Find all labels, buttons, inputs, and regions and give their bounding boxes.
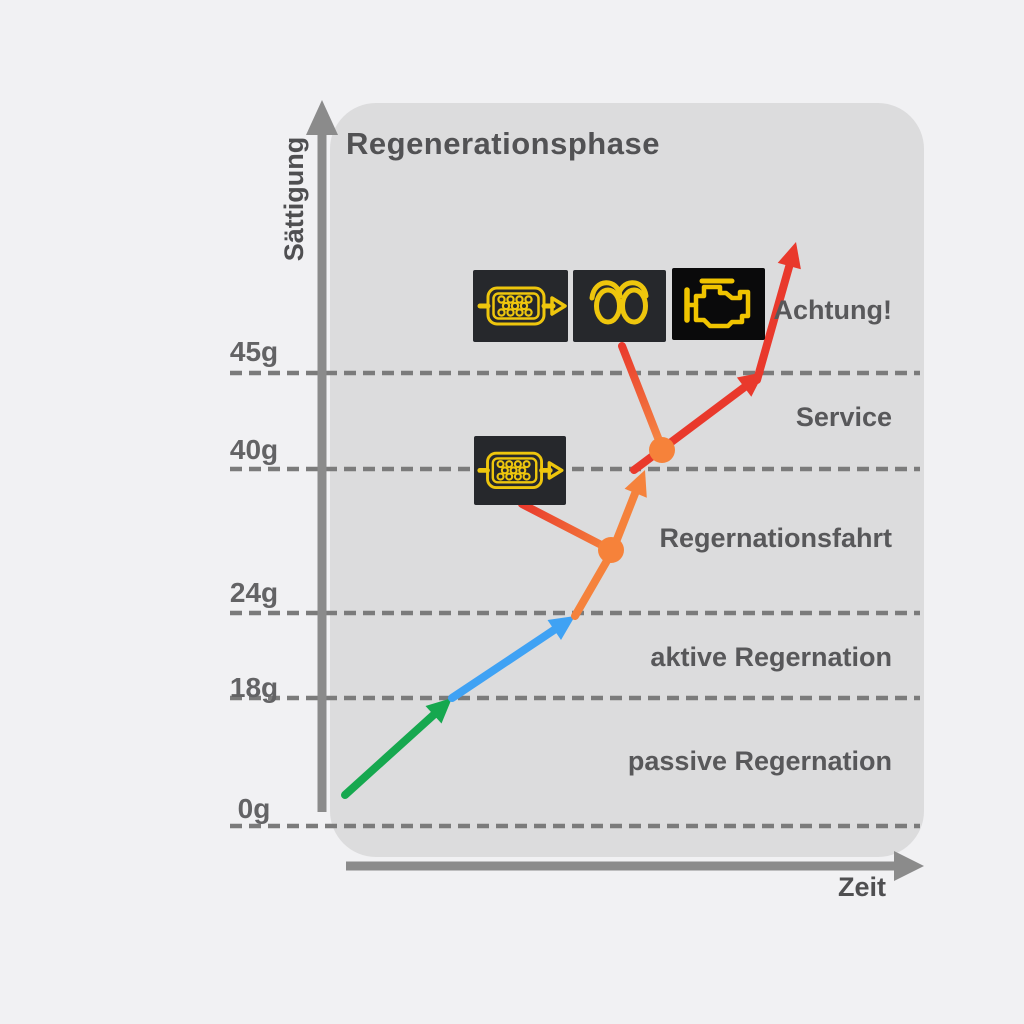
y-tick-24g: 24g	[229, 577, 279, 608]
segment-regen-drive-orange-1	[571, 548, 616, 620]
x-axis-arrowhead	[894, 851, 924, 881]
segment-active-blue	[448, 622, 564, 702]
phase-label-achtung: Achtung!	[773, 295, 892, 325]
phase-label-passive-regeneration: passive Regernation	[627, 746, 892, 776]
phase-label-aktive-regeneration: aktive Regernation	[650, 642, 892, 672]
y-axis	[306, 100, 338, 812]
check-engine-warning-icon	[672, 268, 765, 340]
y-axis-arrowhead	[306, 100, 338, 135]
y-tick-45g: 45g	[229, 336, 279, 367]
dpf-filter-warning-icon-mid	[474, 436, 566, 505]
segment-achtung-red	[753, 256, 795, 384]
junction-dot-regen-drive	[598, 537, 624, 563]
phase-label-service: Service	[795, 402, 892, 432]
arrowhead-regen-drive-orange	[624, 470, 647, 498]
phase-label-regenerationsfahrt: Regernationsfahrt	[659, 523, 892, 553]
arrowhead-active-blue	[547, 616, 575, 640]
y-axis-label: Sättigung	[279, 136, 309, 262]
junction-dot-service	[649, 437, 675, 463]
x-axis-label: Zeit	[837, 872, 886, 902]
segment-passive-green	[341, 706, 443, 799]
x-axis	[346, 851, 924, 881]
dpf-filter-warning-icon	[473, 270, 568, 342]
arrowhead-passive-green	[425, 698, 452, 724]
arrowhead-achtung-red	[777, 242, 801, 270]
branch-line-to-dpf-icon	[518, 500, 615, 554]
y-tick-0g: 0g	[237, 793, 271, 824]
y-tick-18g: 18g	[229, 672, 279, 703]
glow-plug-warning-icon	[573, 270, 666, 342]
chart-panel	[330, 103, 924, 857]
branch-line-to-glow-plug-icon	[618, 342, 666, 452]
y-tick-40g: 40g	[229, 434, 279, 465]
chart-title: Regenerationsphase	[346, 126, 660, 161]
